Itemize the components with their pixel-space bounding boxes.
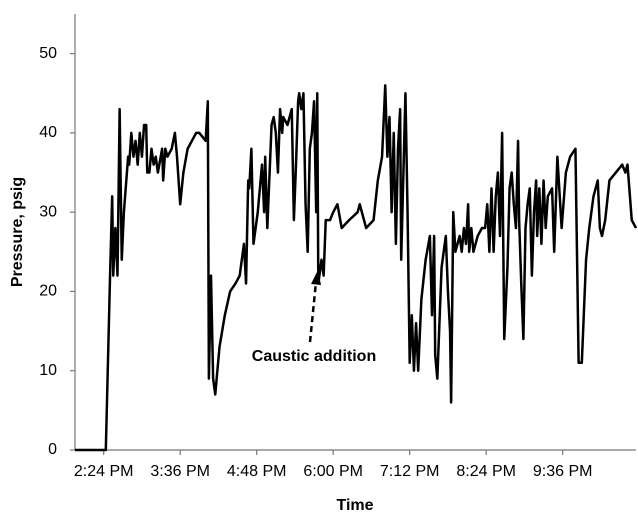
x-tick-label: 3:36 PM [150, 463, 210, 480]
x-tick-label: 4:48 PM [227, 463, 287, 480]
annotation-arrow [308, 281, 318, 343]
y-tick-label: 10 [39, 362, 57, 379]
y-axis-title: Pressure, psig [9, 177, 26, 287]
x-tick-label: 7:12 PM [380, 463, 440, 480]
y-tick-label: 30 [39, 203, 57, 220]
x-tick-label: 6:00 PM [303, 463, 363, 480]
y-tick-label: 50 [39, 45, 57, 62]
x-tick-label: 9:36 PM [533, 463, 593, 480]
y-tick-label: 40 [39, 124, 57, 141]
x-axis-title: Time [336, 497, 373, 514]
x-tick-label: 2:24 PM [74, 463, 134, 480]
x-tick-label: 8:24 PM [456, 463, 516, 480]
annotation: Caustic addition [252, 348, 376, 365]
y-tick-label: 0 [48, 441, 57, 458]
data-line [75, 84, 638, 452]
y-tick-label: 20 [39, 283, 57, 300]
